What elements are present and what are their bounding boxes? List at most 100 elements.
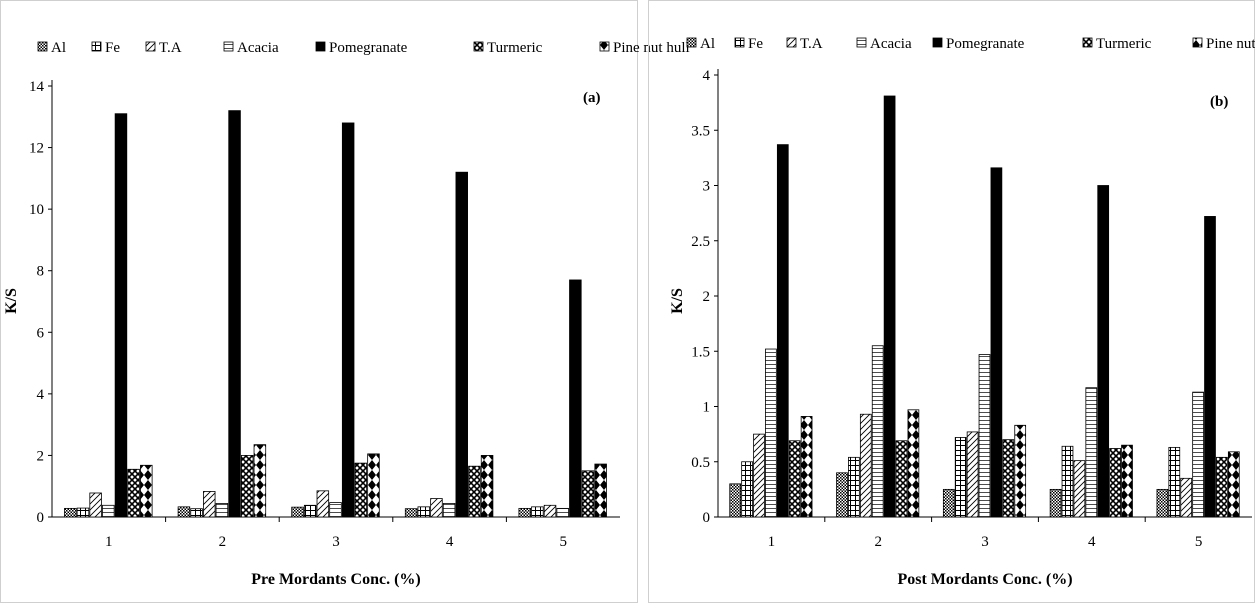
legend-swatch-acacia [224,42,233,51]
bar-acacia-2 [216,503,228,517]
bar-fe-2 [848,457,859,517]
bar-fe-1 [742,462,753,517]
y-tick-label: 2 [37,448,45,464]
x-tick-label: 4 [1088,534,1096,550]
bar-pine-nut-hull-3 [1015,425,1026,517]
y-tick-label: 0 [37,510,45,526]
legend-swatch-acacia [857,38,866,47]
x-axis-title: Pre Mordants Conc. (%) [251,571,420,588]
x-tick-label: 3 [332,534,340,550]
bar-acacia-5 [1193,392,1204,517]
legend-label-acacia: Acacia [237,40,279,56]
y-tick-label: 10 [29,202,44,218]
legend-label-acacia: Acacia [870,36,912,52]
bar-al-1 [65,508,77,517]
legend-swatch-pine-nut-hull [600,42,609,51]
legend-label-ta: T.A [159,40,182,56]
x-tick-label: 3 [981,534,989,550]
bar-pine-nut-hull-5 [595,464,607,517]
legend-label-pine-nut-hull: Pine nut hull [613,40,690,56]
bar-pomegranate-5 [1205,216,1216,517]
bar-acacia-1 [102,505,114,517]
legend-label-pine-nut-hull: Pine nut hull [1206,36,1255,52]
y-tick-label: 6 [37,325,45,341]
bar-turmeric-2 [241,455,253,517]
y-tick-label: 3 [703,179,711,195]
bar-acacia-3 [979,355,990,517]
bar-ta-3 [317,491,329,517]
bar-fe-4 [418,507,430,517]
bar-al-2 [837,473,848,517]
bar-fe-2 [191,509,203,517]
bar-turmeric-4 [1110,448,1121,517]
panel-label: (a) [583,90,601,106]
x-tick-label: 4 [446,534,454,550]
bar-acacia-4 [443,503,455,517]
x-tick-label: 1 [768,534,776,550]
bar-al-2 [178,507,190,517]
bar-pine-nut-hull-3 [368,454,380,517]
bar-pomegranate-3 [991,168,1002,517]
bar-pomegranate-3 [342,123,354,517]
bar-al-3 [292,507,304,517]
bar-ta-4 [1074,461,1085,517]
y-axis-title: K/S [669,288,686,314]
bar-pomegranate-4 [456,172,468,517]
bar-ta-2 [860,414,871,517]
y-tick-label: 4 [703,68,711,84]
y-tick-label: 2.5 [691,234,710,250]
y-tick-label: 2 [703,289,711,305]
legend-swatch-fe [735,38,744,47]
bar-fe-1 [77,508,89,517]
y-tick-label: 1.5 [691,344,710,360]
bar-pine-nut-hull-2 [254,445,266,517]
bar-al-5 [1157,489,1168,517]
bar-pomegranate-2 [884,96,895,517]
bar-fe-3 [304,505,316,517]
bar-pomegranate-4 [1098,186,1109,518]
bar-turmeric-3 [1003,440,1014,517]
y-tick-label: 1 [703,400,711,416]
legend-swatch-pomegranate [316,42,325,51]
legend-swatch-al [38,42,47,51]
bar-turmeric-1 [789,441,800,517]
bar-al-3 [943,489,954,517]
legend-swatch-pomegranate [933,38,942,47]
legend-label-fe: Fe [748,36,763,52]
bar-pine-nut-hull-4 [481,455,493,517]
bar-turmeric-2 [896,441,907,517]
legend-swatch-al [687,38,696,47]
x-tick-label: 1 [105,534,113,550]
bar-acacia-2 [872,346,883,517]
legend-swatch-ta [146,42,155,51]
x-tick-label: 5 [559,534,567,550]
bar-pine-nut-hull-1 [140,465,152,517]
bar-ta-1 [754,434,765,517]
bar-ta-3 [967,432,978,517]
legend-swatch-pine-nut-hull [1193,38,1202,47]
legend-label-turmeric: Turmeric [1096,36,1152,52]
y-tick-label: 0.5 [691,455,710,471]
legend-swatch-turmeric [474,42,483,51]
legend-swatch-fe [92,42,101,51]
legend-label-pomegranate: Pomegranate [329,40,408,56]
y-tick-label: 12 [29,141,44,157]
legend-label-ta: T.A [800,36,823,52]
bar-turmeric-3 [355,463,367,517]
bar-turmeric-1 [128,469,140,517]
bar-turmeric-4 [469,466,481,517]
bar-al-1 [730,484,741,517]
x-tick-label: 5 [1195,534,1203,550]
bar-pine-nut-hull-5 [1228,452,1239,517]
y-tick-label: 4 [37,387,45,403]
bar-al-4 [405,509,417,517]
bar-al-4 [1050,489,1061,517]
bar-pine-nut-hull-4 [1122,445,1133,517]
x-tick-label: 2 [219,534,227,550]
legend-label-al: Al [51,40,66,56]
bar-ta-5 [544,505,556,517]
